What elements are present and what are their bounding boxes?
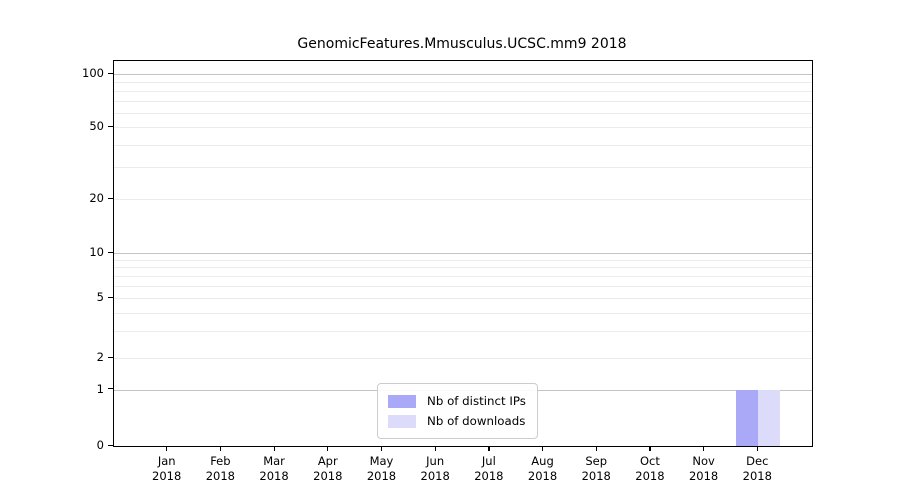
gridline-minor-7 [114, 276, 812, 278]
gridline-minor-80 [114, 91, 812, 93]
bar-downloads-dec-2018 [758, 389, 781, 446]
x-axis-tick [595, 446, 597, 451]
chart-title: GenomicFeatures.Mmusculus.UCSC.mm9 2018 [297, 36, 627, 52]
x-axis-tick [703, 446, 705, 451]
gridline-minor-6 [114, 286, 812, 288]
x-tick-label-oct: Oct 2018 [635, 454, 665, 483]
y-axis-tick [108, 388, 113, 390]
legend-entry-downloads: Nb of downloads [388, 411, 526, 431]
y-axis-tick [108, 296, 113, 298]
gridline-minor-70 [114, 101, 812, 103]
gridline-minor-9 [114, 259, 812, 261]
x-axis-tick [756, 446, 758, 451]
gridline-minor-8 [114, 267, 812, 269]
gridline-minor-5 [114, 298, 812, 299]
x-tick-label-may: May 2018 [366, 454, 397, 483]
y-tick-label-1: 1 [96, 381, 104, 396]
legend: Nb of distinct IPs Nb of downloads [377, 383, 538, 439]
x-tick-label-jul: Jul 2018 [474, 454, 504, 483]
y-tick-label-10: 10 [89, 245, 104, 259]
y-axis-tick [108, 356, 113, 358]
legend-label-downloads: Nb of downloads [427, 414, 526, 428]
x-tick-label-jan: Jan 2018 [152, 454, 182, 483]
y-tick-label-20: 20 [89, 191, 104, 205]
x-axis-tick [166, 446, 168, 451]
x-axis-tick [488, 446, 490, 451]
gridline-minor-20 [114, 199, 812, 200]
gridline-major-10 [114, 253, 812, 254]
y-tick-label-2: 2 [96, 350, 104, 364]
y-tick-label-5: 5 [96, 290, 104, 304]
y-axis-tick [108, 72, 113, 74]
y-tick-label-50: 50 [89, 119, 104, 133]
legend-swatch-distinct-ips-icon [388, 394, 416, 408]
x-axis-tick [273, 446, 275, 451]
y-tick-label-100: 100 [82, 66, 104, 80]
gridline-minor-30 [114, 167, 812, 169]
gridline-minor-60 [114, 113, 812, 115]
x-tick-label-jun: Jun 2018 [420, 454, 450, 483]
x-axis-tick [327, 446, 329, 451]
x-tick-label-nov: Nov 2018 [688, 454, 719, 483]
x-axis-tick [649, 446, 651, 451]
plot-area: Nb of distinct IPs Nb of downloads [113, 60, 813, 447]
legend-entry-distinct-ips: Nb of distinct IPs [388, 391, 526, 411]
gridline-minor-90 [114, 82, 812, 84]
y-axis-tick [108, 444, 113, 446]
bar-distinct-ips-dec-2018 [736, 389, 759, 446]
gridline-minor-2 [114, 358, 812, 359]
gridline-major-100 [114, 74, 812, 75]
x-axis-tick [542, 446, 544, 451]
x-axis-tick [434, 446, 436, 451]
gridline-minor-4 [114, 312, 812, 314]
y-tick-label-0: 0 [96, 438, 104, 452]
gridline-minor-3 [114, 331, 812, 333]
x-axis-tick [380, 446, 383, 451]
y-axis-tick [108, 125, 113, 127]
x-tick-label-apr: Apr 2018 [313, 454, 343, 483]
y-axis-tick [108, 251, 113, 253]
x-tick-label-mar: Mar 2018 [259, 454, 289, 483]
gridline-minor-40 [114, 144, 812, 146]
x-tick-label-sep: Sep 2018 [581, 454, 611, 483]
x-axis-tick [219, 446, 222, 451]
x-tick-label-aug: Aug 2018 [527, 454, 558, 483]
y-axis-tick [108, 197, 113, 199]
legend-swatch-downloads-icon [388, 414, 416, 428]
x-tick-label-dec: Dec 2018 [742, 454, 772, 483]
gridline-minor-50 [114, 127, 812, 128]
x-tick-label-feb: Feb 2018 [205, 454, 236, 483]
legend-label-distinct-ips: Nb of distinct IPs [427, 394, 526, 408]
